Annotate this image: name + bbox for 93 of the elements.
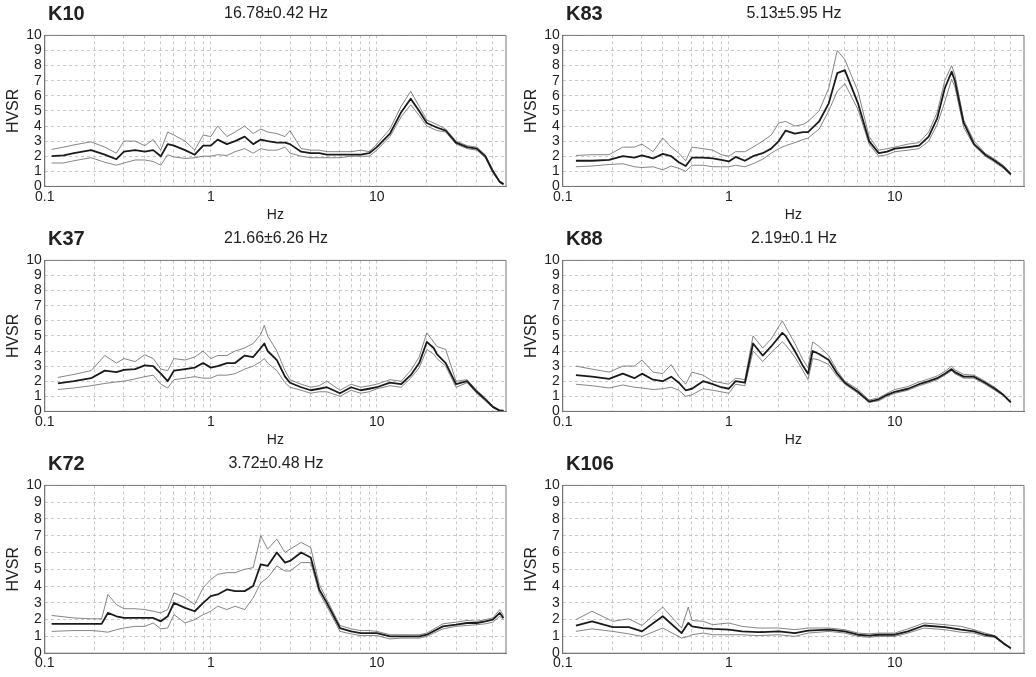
y-tick-label: 2 xyxy=(551,610,560,627)
y-tick-label: 4 xyxy=(551,576,560,593)
y-axis-title: HVSR xyxy=(4,88,22,134)
y-tick-label: 4 xyxy=(33,341,42,358)
y-tick-label: 7 xyxy=(551,296,560,313)
y-axis-title: HVSR xyxy=(522,547,540,592)
y-tick-label: 2 xyxy=(33,147,42,164)
y-tick-label: 2 xyxy=(33,372,42,389)
y-tick-label: 8 xyxy=(33,56,42,73)
y-tick-label: 3 xyxy=(33,131,42,148)
y-tick-label: 1 xyxy=(551,387,560,404)
y-tick-label: 3 xyxy=(551,356,560,373)
y-tick-label: 2 xyxy=(33,610,42,627)
y-tick-label: 8 xyxy=(33,509,42,526)
y-tick-label: 1 xyxy=(33,387,42,404)
y-tick-label: 1 xyxy=(551,627,560,644)
chart-subtitle: 5.13±5.95 Hz xyxy=(745,4,843,22)
y-tick-label: 7 xyxy=(33,526,42,543)
y-tick-label: 5 xyxy=(551,326,560,343)
x-tick-label: 1 xyxy=(724,412,733,429)
y-tick-label: 7 xyxy=(33,296,42,313)
y-tick-label: 6 xyxy=(33,311,42,328)
y-tick-label: 10 xyxy=(26,476,42,493)
y-tick-label: 1 xyxy=(33,627,42,644)
y-tick-label: 9 xyxy=(33,41,42,58)
x-axis-title: Hz xyxy=(784,206,802,223)
x-axis-title: Hz xyxy=(266,206,284,223)
x-tick-label: 10 xyxy=(369,187,385,204)
y-tick-label: 7 xyxy=(33,71,42,88)
y-tick-label: 10 xyxy=(544,476,560,493)
y-axis-title: HVSR xyxy=(4,547,22,592)
y-tick-label: 3 xyxy=(33,593,42,610)
y-tick-label: 5 xyxy=(551,560,560,577)
chart-title: K88 xyxy=(566,227,603,250)
y-tick-label: 5 xyxy=(551,101,560,118)
chart-subtitle: 3.72±0.48 Hz xyxy=(227,454,325,472)
y-tick-label: 6 xyxy=(33,86,42,103)
y-tick-label: 9 xyxy=(33,493,42,510)
y-tick-label: 8 xyxy=(551,56,560,73)
chart-title: K37 xyxy=(48,227,85,250)
chart-subtitle: 2.19±0.1 Hz xyxy=(749,229,839,247)
y-tick-label: 5 xyxy=(33,101,42,118)
x-tick-label: 10 xyxy=(369,654,385,671)
y-axis-title: HVSR xyxy=(4,313,22,359)
chart-title: K106 xyxy=(566,452,614,475)
y-tick-label: 6 xyxy=(551,543,560,560)
y-tick-label: 8 xyxy=(33,281,42,298)
y-tick-label: 4 xyxy=(33,576,42,593)
x-axis-title: Hz xyxy=(266,431,284,448)
y-axis-title: HVSR xyxy=(522,88,540,134)
y-tick-label: 6 xyxy=(551,86,560,103)
x-tick-label: 10 xyxy=(887,187,903,204)
y-tick-label: 6 xyxy=(33,543,42,560)
y-tick-label: 4 xyxy=(551,116,560,133)
y-tick-label: 10 xyxy=(544,251,560,268)
x-tick-label: 1 xyxy=(206,412,215,429)
x-axis-title: Hz xyxy=(784,431,802,448)
y-tick-label: 6 xyxy=(551,311,560,328)
y-axis-title: HVSR xyxy=(522,313,540,359)
x-tick-label: 1 xyxy=(206,654,215,671)
y-tick-label: 10 xyxy=(544,26,560,43)
y-tick-label: 2 xyxy=(551,147,560,164)
chart-title: K10 xyxy=(48,2,85,25)
y-tick-label: 4 xyxy=(551,341,560,358)
x-tick-label: 10 xyxy=(887,654,903,671)
chart-subtitle: 21.66±6.26 Hz xyxy=(223,229,329,247)
y-tick-label: 9 xyxy=(551,493,560,510)
x-tick-label: 10 xyxy=(887,412,903,429)
y-tick-label: 1 xyxy=(33,162,42,179)
y-tick-label: 4 xyxy=(33,116,42,133)
chart-title: K72 xyxy=(48,452,85,475)
y-tick-label: 5 xyxy=(33,560,42,577)
x-tick-label: 1 xyxy=(206,187,215,204)
x-tick-label: 10 xyxy=(369,412,385,429)
y-tick-label: 8 xyxy=(551,509,560,526)
y-tick-label: 9 xyxy=(551,41,560,58)
y-tick-label: 3 xyxy=(551,131,560,148)
y-tick-label: 7 xyxy=(551,526,560,543)
y-tick-label: 3 xyxy=(551,593,560,610)
y-tick-label: 7 xyxy=(551,71,560,88)
y-tick-label: 1 xyxy=(551,162,560,179)
y-tick-label: 3 xyxy=(33,356,42,373)
x-tick-label: 1 xyxy=(724,654,733,671)
chart-subtitle: 16.78±0.42 Hz xyxy=(223,4,329,22)
y-tick-label: 9 xyxy=(551,266,560,283)
chart-title: K83 xyxy=(566,2,603,25)
x-tick-label: 1 xyxy=(724,187,733,204)
y-tick-label: 10 xyxy=(26,251,42,268)
y-tick-label: 9 xyxy=(33,266,42,283)
y-tick-label: 2 xyxy=(551,372,560,389)
y-tick-label: 8 xyxy=(551,281,560,298)
y-tick-label: 5 xyxy=(33,326,42,343)
y-tick-label: 10 xyxy=(26,26,42,43)
